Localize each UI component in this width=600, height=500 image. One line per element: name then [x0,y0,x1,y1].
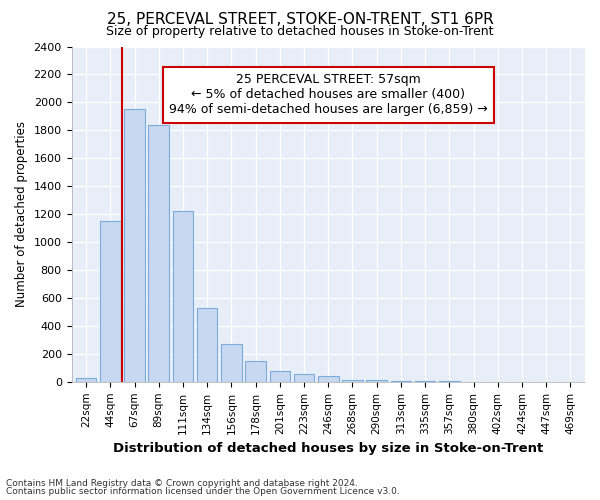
Bar [197,308,217,382]
Text: Size of property relative to detached houses in Stoke-on-Trent: Size of property relative to detached ho… [106,25,494,38]
Text: Contains HM Land Registry data © Crown copyright and database right 2024.: Contains HM Land Registry data © Crown c… [6,478,358,488]
Bar [76,378,97,382]
Bar [245,361,266,382]
Bar [294,374,314,382]
Bar [391,381,411,382]
Bar [173,210,193,382]
Bar [367,380,387,382]
Bar [100,221,121,382]
Bar [318,376,338,382]
Text: 25, PERCEVAL STREET, STOKE-ON-TRENT, ST1 6PR: 25, PERCEVAL STREET, STOKE-ON-TRENT, ST1… [107,12,493,28]
Bar [415,381,436,382]
Bar [221,344,242,382]
Bar [342,380,363,382]
Text: 25 PERCEVAL STREET: 57sqm
← 5% of detached houses are smaller (400)
94% of semi-: 25 PERCEVAL STREET: 57sqm ← 5% of detach… [169,74,488,116]
Bar [124,110,145,382]
Y-axis label: Number of detached properties: Number of detached properties [15,121,28,307]
Bar [148,124,169,382]
Text: Contains public sector information licensed under the Open Government Licence v3: Contains public sector information licen… [6,488,400,496]
Bar [269,370,290,382]
X-axis label: Distribution of detached houses by size in Stoke-on-Trent: Distribution of detached houses by size … [113,442,544,455]
